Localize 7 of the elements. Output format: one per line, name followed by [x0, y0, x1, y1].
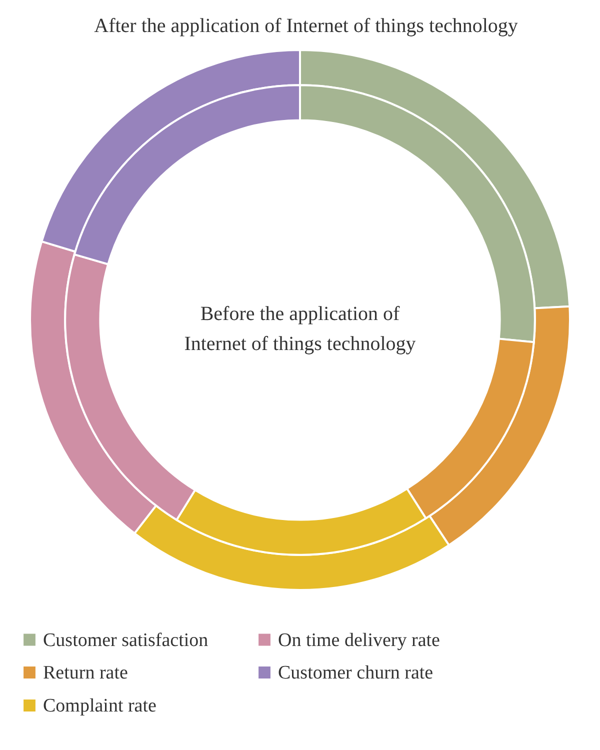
slice-label: After the application of Internet of things technology [94, 15, 518, 37]
legend-label: Return rate [43, 662, 128, 684]
legend-label: Customer churn rate [278, 662, 434, 684]
legend-label: Complaint rate [43, 696, 156, 716]
legend-label: On time delivery rate [278, 630, 440, 651]
slice-label: Before the application of Internet of things technology [184, 303, 416, 355]
legend-label: Customer satisfaction [43, 630, 209, 651]
